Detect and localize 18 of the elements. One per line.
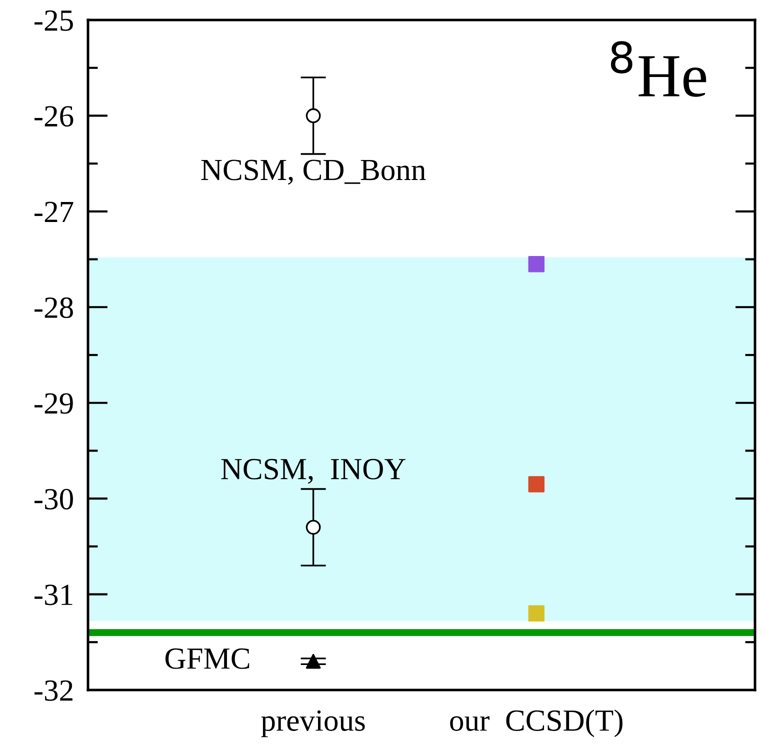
y-tick-label: -29 bbox=[34, 393, 73, 414]
x-tick-label: previous bbox=[261, 710, 365, 738]
annotation: $^{8}$He bbox=[610, 41, 706, 97]
point bbox=[306, 654, 321, 669]
y-tick-label: -25 bbox=[34, 10, 73, 31]
x-tick-label: our CCSD(T) bbox=[450, 709, 622, 738]
y-tick-label: -27 bbox=[34, 202, 74, 222]
point bbox=[306, 520, 321, 535]
y-tick-label: -28 bbox=[34, 297, 73, 318]
y-tick-label: -32 bbox=[34, 680, 72, 701]
y-tick-label: -26 bbox=[34, 106, 74, 127]
point bbox=[528, 605, 545, 622]
series-label: GFMC bbox=[165, 648, 250, 669]
series-label: NCSM, INOY bbox=[221, 458, 406, 484]
y-tick-label: -31 bbox=[34, 584, 72, 606]
point bbox=[306, 108, 321, 124]
series-label: NCSM, CD_Bonn bbox=[201, 160, 426, 185]
y-tick-label: -30 bbox=[34, 488, 73, 510]
